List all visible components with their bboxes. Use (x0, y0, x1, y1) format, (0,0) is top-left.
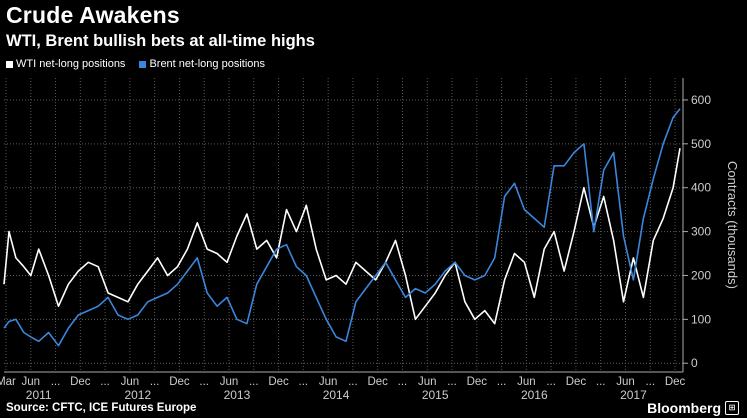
x-tick-label: Jun (21, 376, 40, 388)
x-tick-label: ... (546, 376, 556, 388)
legend-swatch-brent (139, 60, 147, 68)
x-tick-label: ... (100, 376, 110, 388)
x-tick-label: ... (497, 376, 507, 388)
legend-item-brent: Brent net-long positions (139, 58, 265, 70)
x-tick-label: Jun (319, 376, 338, 388)
x-year-label: 2013 (224, 388, 251, 402)
y-tick-label: 0 (691, 356, 698, 370)
x-tick-label: Jun (517, 376, 536, 388)
x-tick-label: ... (596, 376, 606, 388)
x-year-label: 2016 (521, 388, 548, 402)
y-tick-label: 100 (691, 312, 711, 326)
x-tick-label: ... (645, 376, 655, 388)
x-year-label: 2011 (26, 388, 52, 402)
y-tick-label: 500 (691, 137, 711, 151)
x-tick-label: ... (299, 376, 309, 388)
y-tick-label: 300 (691, 225, 711, 239)
x-tick-label: Jun (418, 376, 437, 388)
y-tick-label: 200 (691, 268, 711, 282)
x-tick-label: ... (348, 376, 358, 388)
legend-item-wti: WTI net-long positions (6, 58, 125, 70)
legend-label-wti: WTI net-long positions (16, 58, 126, 70)
y-tick-label: 600 (691, 93, 711, 107)
x-tick-label: Dec (566, 376, 587, 388)
x-tick-label: Dec (665, 376, 686, 388)
source-note: Source: CFTC, ICE Futures Europe (6, 402, 197, 414)
x-tick-label: Jun (220, 376, 239, 388)
x-tick-label: ... (447, 376, 457, 388)
x-year-label: 2014 (323, 388, 350, 402)
y-axis-title: Contracts (thousands) (725, 161, 740, 289)
x-tick-label: Dec (268, 376, 289, 388)
x-tick-label: ... (249, 376, 259, 388)
brand-name: Bloomberg (647, 400, 721, 416)
bloomberg-terminal-icon: ⊞ (725, 401, 739, 415)
x-tick-label: ... (398, 376, 408, 388)
x-tick-label: ... (150, 376, 160, 388)
legend-label-brent: Brent net-long positions (149, 58, 266, 70)
x-tick-label: Jun (121, 376, 140, 388)
x-year-label: 2012 (124, 388, 151, 402)
legend-swatch-wti (6, 60, 13, 68)
x-tick-label: Mar (0, 376, 16, 388)
brand-logo: Bloomberg ⊞ (647, 400, 739, 416)
chart-legend: WTI net-long positions Brent net-long po… (6, 58, 265, 70)
x-tick-label: ... (51, 376, 61, 388)
x-tick-label: Dec (169, 376, 190, 388)
y-tick-label: 400 (691, 181, 711, 195)
page-title: Crude Awakens (6, 2, 180, 28)
x-year-label: 2015 (422, 388, 449, 402)
brent-series-line (3, 108, 681, 347)
x-tick-label: Dec (367, 376, 388, 388)
wti-series-line (3, 148, 681, 325)
x-tick-label: Dec (70, 376, 91, 388)
x-tick-label: ... (199, 376, 209, 388)
x-tick-label: Dec (467, 376, 488, 388)
chart-subtitle: WTI, Brent bullish bets at all-time high… (6, 32, 315, 50)
x-tick-label: Jun (616, 376, 635, 388)
x-year-label: 2017 (620, 388, 647, 402)
